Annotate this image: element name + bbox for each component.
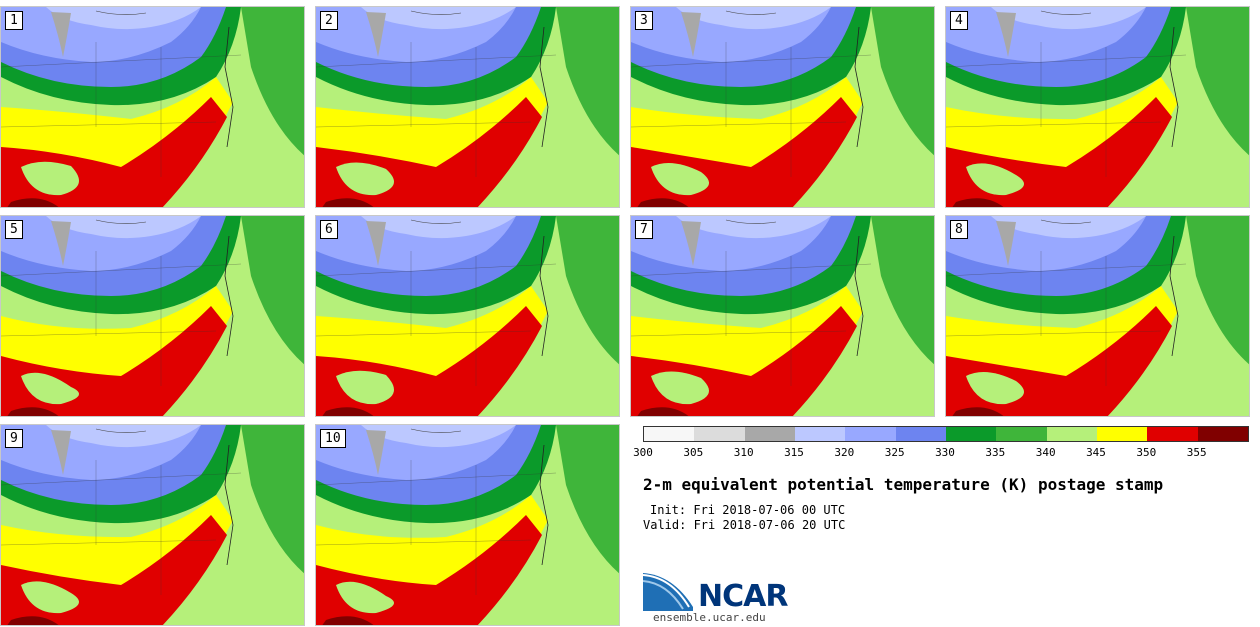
ncar-logo-text: NCAR — [698, 579, 788, 614]
colorbar-tick-label: 355 — [1186, 446, 1207, 459]
ensemble-member-panel: 1 — [0, 6, 305, 208]
ncar-logo-icon — [643, 573, 693, 611]
ensemble-member-panel: 8 — [945, 215, 1250, 417]
colorbar-tick-label: 340 — [1035, 446, 1056, 459]
colorbar-swatch — [694, 427, 745, 441]
colorbar-ticks: 300 305 310 315 320 325 330 335 340 345 350 355 — [633, 446, 1249, 460]
init-time: Init: Fri 2018-07-06 00 UTC — [650, 503, 846, 517]
member-number-label: 1 — [5, 11, 23, 30]
colorbar-tick-label: 335 — [985, 446, 1006, 459]
colorbar-tick-label: 330 — [935, 446, 955, 459]
colorbar-tick-label: 310 — [733, 446, 754, 459]
ensemble-member-panel: 6 — [315, 215, 620, 417]
colorbar-swatch — [1147, 427, 1198, 441]
member-number-label: 7 — [635, 220, 653, 239]
ensemble-member-panel: 3 — [630, 6, 935, 208]
colorbar-swatch — [845, 427, 896, 441]
colorbar-swatch — [794, 427, 846, 441]
colorbar-tick-label: 325 — [884, 446, 905, 459]
member-number-label: 10 — [320, 429, 346, 448]
ensemble-member-panel: 9 — [0, 424, 305, 626]
ensemble-member-panel: 2 — [315, 6, 620, 208]
ensemble-member-panel: 7 — [630, 215, 935, 417]
colorbar-tick-label: 345 — [1086, 446, 1106, 459]
member-number-label: 4 — [950, 11, 968, 30]
colorbar-tick-label: 305 — [683, 446, 704, 459]
member-number-label: 3 — [635, 11, 653, 30]
member-number-label: 6 — [320, 220, 338, 239]
colorbar-swatch — [1197, 427, 1248, 441]
colorbar-swatch — [945, 427, 997, 441]
colorbar-swatch — [744, 427, 795, 441]
ensemble-member-panel: 10 — [315, 424, 620, 626]
ensemble-member-panel: 4 — [945, 6, 1250, 208]
colorbar-swatch — [996, 427, 1047, 441]
colorbar-tick-label: 300 — [633, 446, 653, 459]
website-link[interactable]: ensemble.ucar.edu — [653, 611, 766, 624]
colorbar-swatch — [644, 427, 695, 441]
colorbar-swatch — [895, 427, 946, 441]
member-number-label: 2 — [320, 11, 338, 30]
colorbar-swatch — [1096, 427, 1148, 441]
colorbar — [643, 426, 1249, 442]
member-number-label: 9 — [5, 429, 23, 448]
colorbar-tick-label: 315 — [784, 446, 804, 459]
colorbar-tick-label: 320 — [834, 446, 855, 459]
valid-time: Valid: Fri 2018-07-06 20 UTC — [643, 518, 846, 532]
colorbar-swatch — [1046, 427, 1097, 441]
member-number-label: 8 — [950, 220, 968, 239]
member-number-label: 5 — [5, 220, 23, 239]
colorbar-tick-label: 350 — [1136, 446, 1157, 459]
figure-title: 2-m equivalent potential temperature (K)… — [643, 475, 1164, 494]
ensemble-member-panel: 5 — [0, 215, 305, 417]
